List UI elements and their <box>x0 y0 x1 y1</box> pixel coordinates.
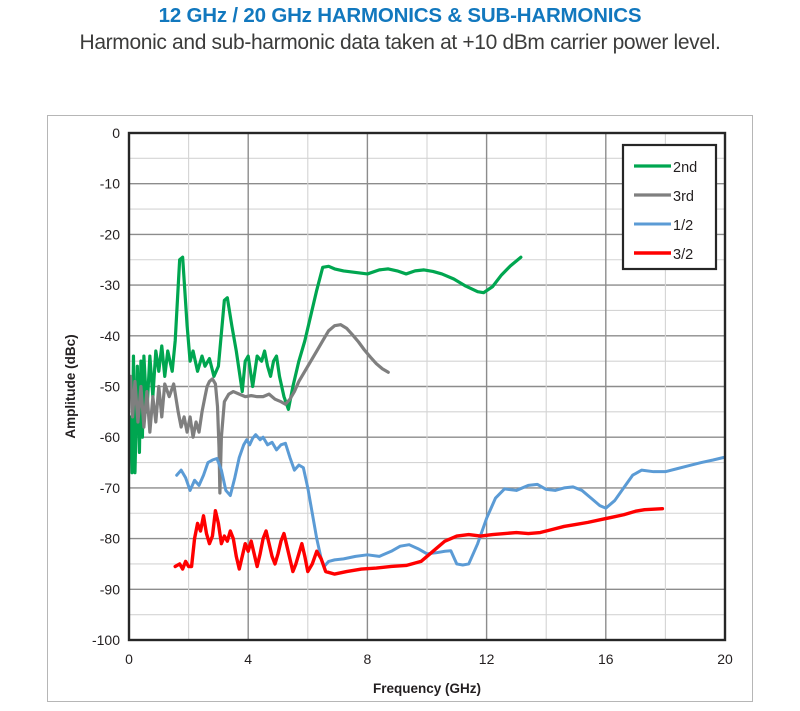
series-line-3-2 <box>173 506 665 576</box>
legend-label-3rd: 3rd <box>673 189 694 205</box>
legend-box <box>621 143 718 271</box>
y-tick-label: -40 <box>100 328 120 344</box>
page-root: 12 GHz / 20 GHz HARMONICS & SUB-HARMONIC… <box>0 4 800 711</box>
y-tick-label: -30 <box>100 277 120 293</box>
series-group <box>128 255 726 576</box>
x-tick-label: 8 <box>364 651 372 667</box>
x-tick-label: 12 <box>479 651 495 667</box>
y-tick-label: -10 <box>100 176 120 192</box>
legend-label-1-2: 1/2 <box>673 218 693 234</box>
series-line-1-2 <box>175 433 726 568</box>
plot-border <box>127 131 727 642</box>
legend-label-2nd: 2nd <box>673 160 697 176</box>
x-axis-title: Frequency (GHz) <box>373 681 481 696</box>
series-line-2nd <box>128 255 523 475</box>
grid-lines <box>128 132 726 641</box>
x-tick-label: 20 <box>717 651 733 667</box>
y-tick-label: -90 <box>100 581 120 597</box>
x-tick-label: 4 <box>244 651 252 667</box>
x-tick-label: 0 <box>125 651 133 667</box>
y-tick-label: -50 <box>100 379 120 395</box>
chart-container: 0 -10 -20 -30 -40 -50 -60 -70 -80 -90 -100 0 4 8 12 16 2… <box>47 115 753 702</box>
y-axis-title: Amplitude (dBc) <box>63 334 78 438</box>
page-subtitle: Harmonic and sub-harmonic data taken at … <box>79 31 721 54</box>
y-tick-label: 0 <box>112 125 120 141</box>
y-tick-label: -70 <box>100 480 120 496</box>
series-line-3rd <box>128 323 390 495</box>
page-title: 12 GHz / 20 GHz HARMONICS & SUB-HARMONIC… <box>158 4 642 27</box>
x-axis-ticks: 0 4 8 12 16 20 <box>125 651 733 667</box>
y-tick-label: -60 <box>100 429 120 445</box>
legend-label-3-2: 3/2 <box>673 247 693 263</box>
harmonics-chart: 0 -10 -20 -30 -40 -50 -60 -70 -80 -90 -100 0 4 8 12 16 2… <box>63 125 733 696</box>
y-axis-ticks: 0 -10 -20 -30 -40 -50 -60 -70 -80 -90 -100 <box>92 125 120 648</box>
y-tick-label: -100 <box>92 632 120 648</box>
chart-legend: 2nd 3rd 1/2 3/2 <box>621 143 718 271</box>
x-tick-label: 16 <box>598 651 614 667</box>
y-tick-label: -20 <box>100 226 120 242</box>
y-tick-label: -80 <box>100 531 120 547</box>
